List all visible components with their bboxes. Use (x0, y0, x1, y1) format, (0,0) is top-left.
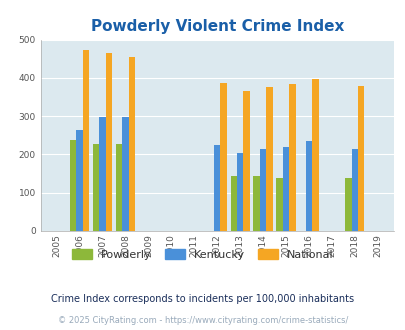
Bar (122, 117, 128, 231)
Bar (344, 178, 351, 231)
Title: Powderly Violent Crime Index: Powderly Violent Crime Index (90, 19, 343, 34)
Text: © 2025 CityRating.com - https://www.cityrating.com/crime-statistics/: © 2025 CityRating.com - https://www.city… (58, 316, 347, 325)
Bar (115, 144, 122, 231)
Bar (213, 145, 220, 231)
Bar (93, 144, 99, 231)
Bar (70, 140, 76, 231)
Bar (76, 130, 83, 231)
Bar (311, 80, 318, 231)
Bar (230, 176, 237, 231)
Bar (237, 153, 243, 231)
Legend: Powderly, Kentucky, National: Powderly, Kentucky, National (68, 246, 337, 263)
Bar (288, 84, 295, 231)
Bar (259, 149, 266, 231)
Bar (276, 178, 282, 231)
Bar (357, 86, 364, 231)
Bar (351, 149, 357, 231)
Bar (99, 117, 105, 231)
Bar (220, 83, 226, 231)
Bar (305, 141, 311, 231)
Bar (128, 57, 135, 231)
Bar (83, 50, 89, 231)
Text: Crime Index corresponds to incidents per 100,000 inhabitants: Crime Index corresponds to incidents per… (51, 294, 354, 304)
Bar (282, 147, 288, 231)
Bar (243, 90, 249, 231)
Bar (105, 53, 112, 231)
Bar (266, 87, 272, 231)
Bar (253, 176, 259, 231)
